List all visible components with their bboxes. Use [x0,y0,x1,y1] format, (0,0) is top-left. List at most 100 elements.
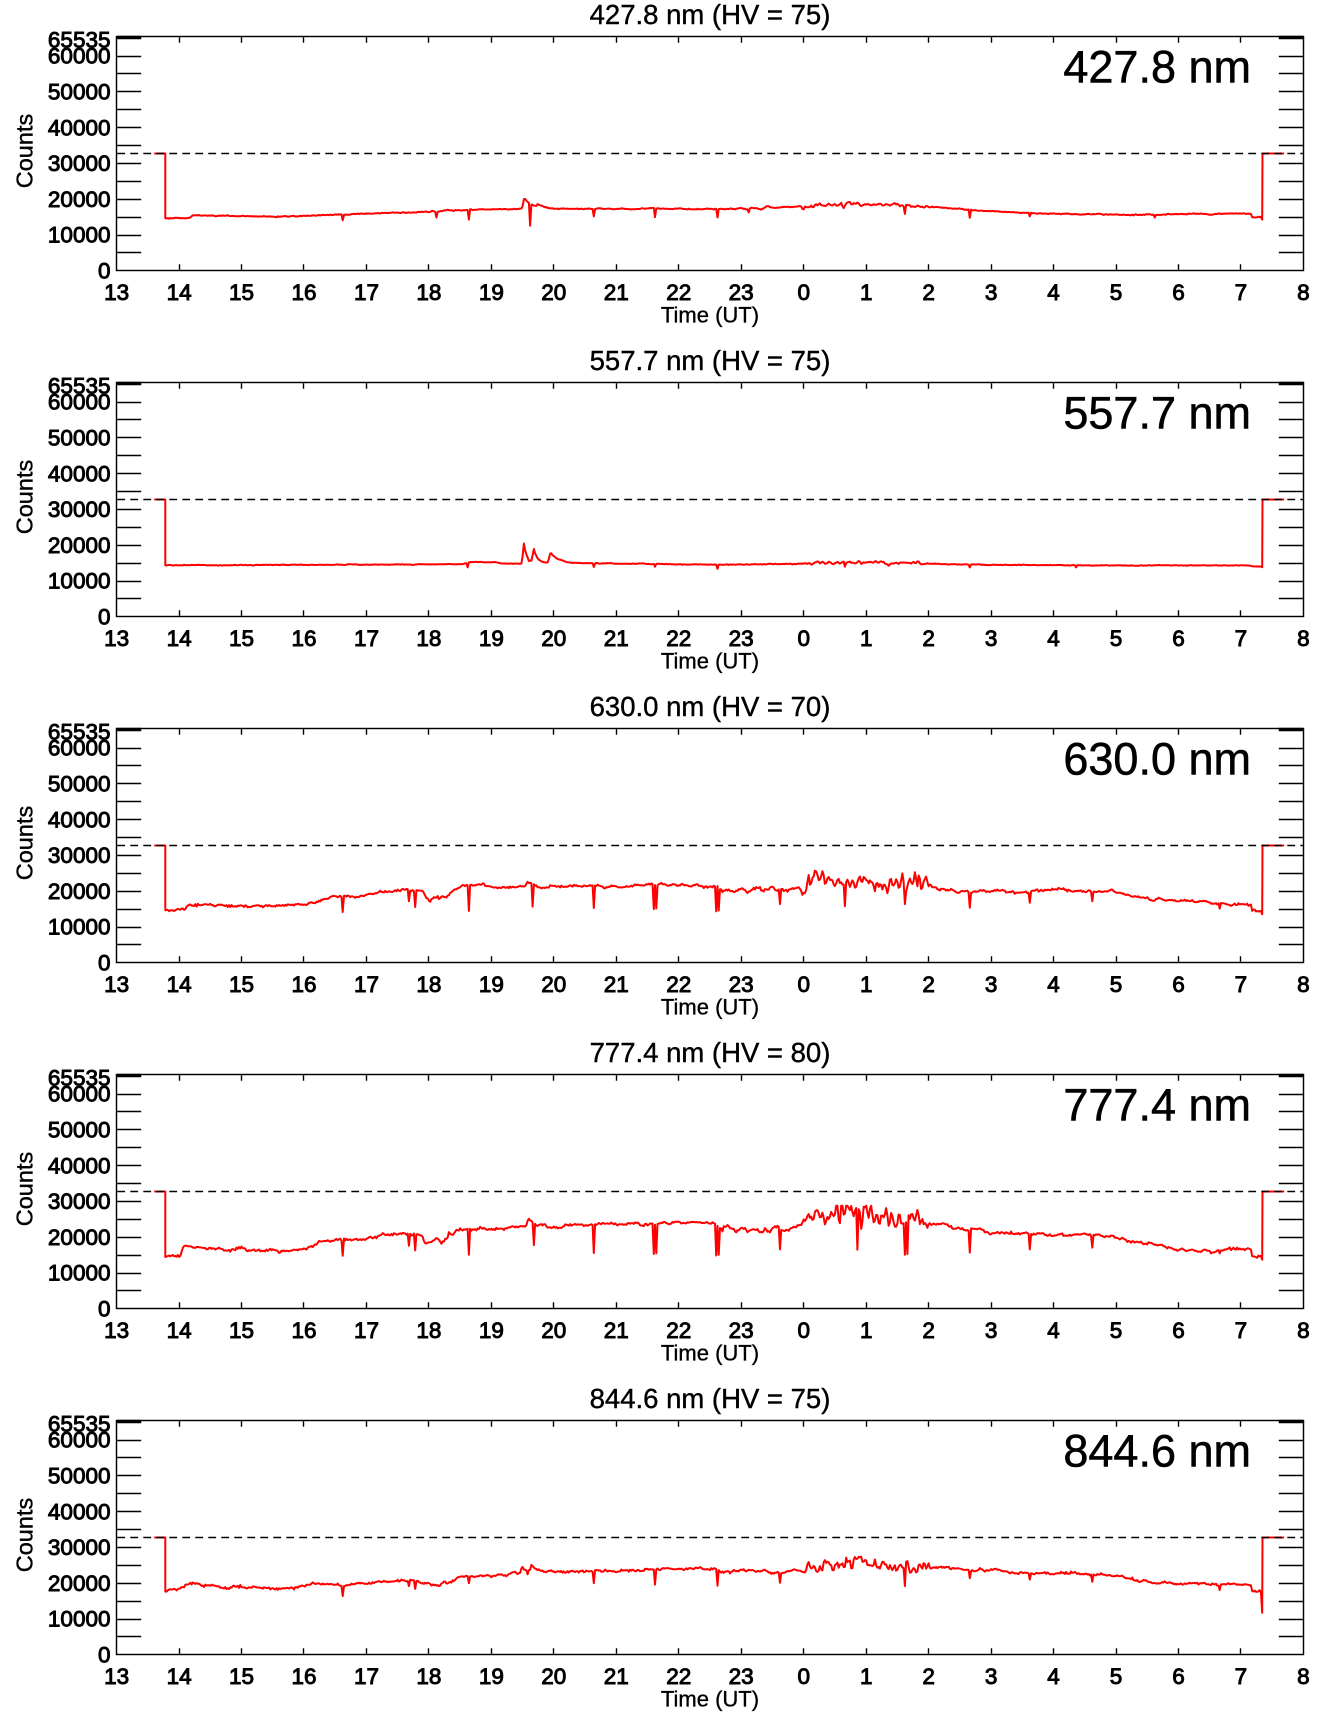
svg-text:19: 19 [479,280,504,305]
svg-text:427.8 nm (HV = 75): 427.8 nm (HV = 75) [590,0,831,30]
svg-text:20: 20 [541,626,566,651]
svg-text:23: 23 [729,626,754,651]
svg-text:60000: 60000 [48,1082,111,1107]
svg-text:1: 1 [860,280,873,305]
svg-text:8: 8 [1297,626,1310,651]
svg-text:20000: 20000 [48,187,111,212]
svg-text:65535: 65535 [48,374,111,399]
svg-text:60000: 60000 [48,1428,111,1453]
svg-text:4: 4 [1047,280,1060,305]
svg-text:2: 2 [922,280,935,305]
svg-text:65535: 65535 [48,720,111,745]
svg-text:22: 22 [666,280,691,305]
svg-text:21: 21 [604,1664,629,1689]
svg-text:0: 0 [797,1664,810,1689]
svg-text:23: 23 [729,1318,754,1343]
svg-text:65535: 65535 [48,1066,111,1091]
svg-text:6: 6 [1172,280,1185,305]
svg-text:30000: 30000 [48,1189,111,1214]
svg-text:10000: 10000 [48,915,111,940]
svg-text:0: 0 [797,1318,810,1343]
svg-text:1: 1 [860,1664,873,1689]
svg-text:30000: 30000 [48,1535,111,1560]
svg-text:1: 1 [860,1318,873,1343]
svg-text:3: 3 [985,1318,998,1343]
svg-text:5: 5 [1110,1318,1123,1343]
svg-text:40000: 40000 [48,461,111,486]
svg-text:2: 2 [922,972,935,997]
svg-text:60000: 60000 [48,736,111,761]
svg-text:18: 18 [416,972,441,997]
svg-text:7: 7 [1235,280,1248,305]
svg-text:60000: 60000 [48,44,111,69]
svg-text:6: 6 [1172,1318,1185,1343]
svg-text:10000: 10000 [48,223,111,248]
svg-text:13: 13 [104,626,129,651]
svg-text:30000: 30000 [48,151,111,176]
svg-text:Counts: Counts [12,1152,38,1226]
svg-text:6: 6 [1172,1664,1185,1689]
svg-text:17: 17 [354,972,379,997]
svg-text:777.4 nm (HV = 80): 777.4 nm (HV = 80) [590,1037,831,1068]
svg-text:Time (UT): Time (UT) [661,995,759,1020]
svg-text:777.4 nm: 777.4 nm [1063,1080,1251,1131]
svg-text:50000: 50000 [48,1118,111,1143]
svg-text:16: 16 [291,280,316,305]
svg-text:4: 4 [1047,1318,1060,1343]
svg-text:22: 22 [666,972,691,997]
svg-text:20: 20 [541,1664,566,1689]
svg-text:16: 16 [291,1664,316,1689]
svg-text:4: 4 [1047,972,1060,997]
svg-text:21: 21 [604,626,629,651]
svg-text:Time (UT): Time (UT) [661,1341,759,1366]
svg-text:15: 15 [229,1318,254,1343]
svg-text:30000: 30000 [48,843,111,868]
svg-text:22: 22 [666,1318,691,1343]
svg-text:4: 4 [1047,626,1060,651]
svg-text:19: 19 [479,972,504,997]
svg-text:13: 13 [104,280,129,305]
svg-text:10000: 10000 [48,569,111,594]
svg-text:20: 20 [541,972,566,997]
svg-text:21: 21 [604,1318,629,1343]
svg-text:19: 19 [479,1664,504,1689]
svg-text:3: 3 [985,972,998,997]
svg-text:14: 14 [167,1318,192,1343]
svg-text:427.8 nm: 427.8 nm [1063,42,1251,93]
svg-text:15: 15 [229,1664,254,1689]
svg-text:14: 14 [167,280,192,305]
svg-text:22: 22 [666,626,691,651]
svg-text:21: 21 [604,280,629,305]
svg-text:0: 0 [98,1643,111,1668]
svg-text:30000: 30000 [48,497,111,522]
svg-text:16: 16 [291,972,316,997]
svg-text:4: 4 [1047,1664,1060,1689]
svg-text:20000: 20000 [48,1571,111,1596]
svg-text:23: 23 [729,972,754,997]
svg-text:557.7 nm: 557.7 nm [1063,388,1251,439]
svg-text:1: 1 [860,972,873,997]
svg-text:844.6 nm (HV = 75): 844.6 nm (HV = 75) [590,1383,831,1414]
svg-text:23: 23 [729,1664,754,1689]
svg-text:0: 0 [797,972,810,997]
svg-text:21: 21 [604,972,629,997]
svg-text:2: 2 [922,1318,935,1343]
svg-text:13: 13 [104,1664,129,1689]
svg-text:3: 3 [985,280,998,305]
svg-text:65535: 65535 [48,28,111,53]
svg-text:19: 19 [479,626,504,651]
svg-text:0: 0 [98,951,111,976]
svg-text:0: 0 [98,1297,111,1322]
svg-text:17: 17 [354,1318,379,1343]
svg-text:18: 18 [416,280,441,305]
svg-text:Counts: Counts [12,460,38,534]
svg-text:1: 1 [860,626,873,651]
svg-text:630.0 nm: 630.0 nm [1063,734,1251,785]
svg-text:18: 18 [416,1318,441,1343]
svg-text:Time (UT): Time (UT) [661,303,759,328]
svg-text:20: 20 [541,280,566,305]
svg-text:14: 14 [167,972,192,997]
svg-text:23: 23 [729,280,754,305]
svg-text:17: 17 [354,1664,379,1689]
svg-text:2: 2 [922,626,935,651]
